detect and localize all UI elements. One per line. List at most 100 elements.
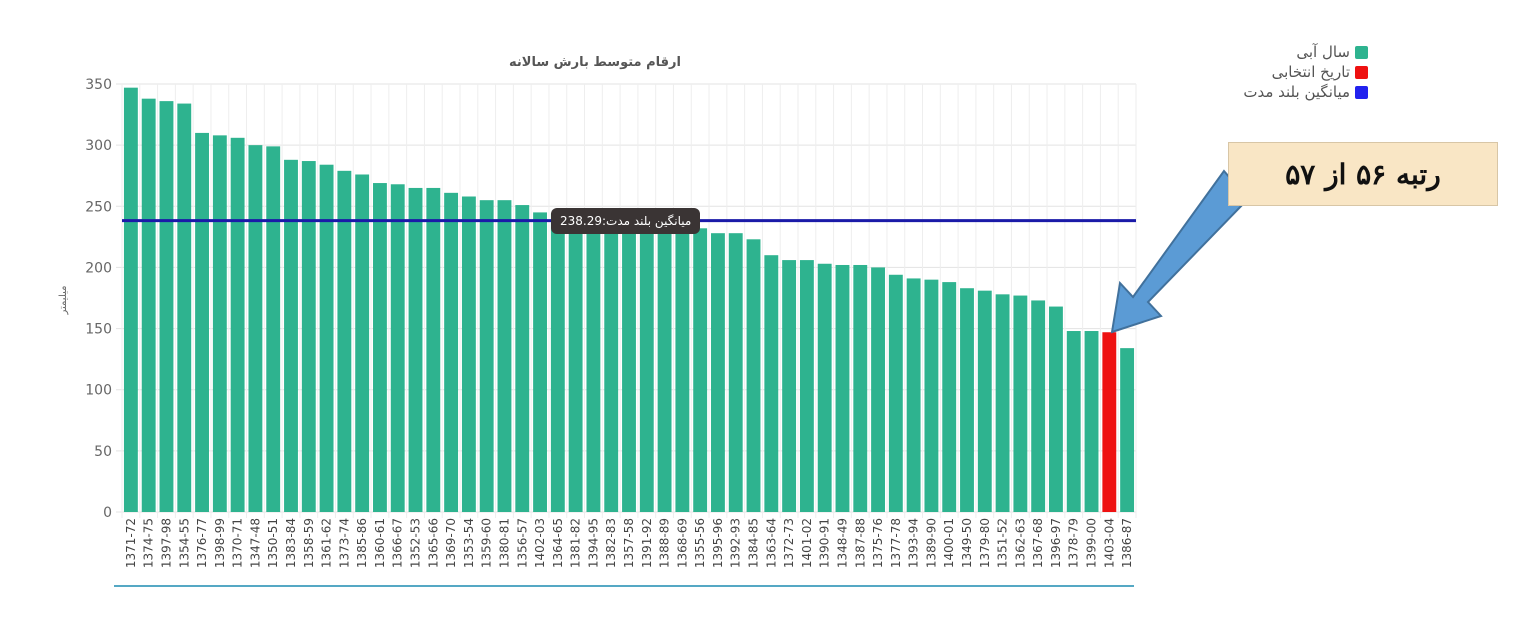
y-tick-label: 150 bbox=[85, 322, 112, 338]
bar-selected[interactable] bbox=[1102, 332, 1117, 512]
x-tick-label: 1401-02 bbox=[800, 518, 814, 568]
bar[interactable] bbox=[141, 98, 156, 512]
bar[interactable] bbox=[515, 205, 530, 512]
bar[interactable] bbox=[550, 213, 565, 512]
bar[interactable] bbox=[1066, 331, 1081, 512]
bar[interactable] bbox=[586, 216, 601, 512]
bar[interactable] bbox=[1031, 300, 1046, 512]
y-tick-label: 200 bbox=[85, 260, 112, 276]
bar[interactable] bbox=[568, 214, 583, 513]
bar[interactable] bbox=[390, 184, 405, 512]
bar[interactable] bbox=[1013, 295, 1028, 512]
x-tick-label: 1381-82 bbox=[569, 518, 583, 568]
bar[interactable] bbox=[782, 260, 797, 512]
x-tick-label: 1369-70 bbox=[444, 518, 458, 568]
bar[interactable] bbox=[995, 294, 1010, 512]
bar[interactable] bbox=[266, 146, 281, 512]
bar[interactable] bbox=[319, 164, 334, 513]
bar[interactable] bbox=[337, 170, 352, 512]
x-tick-label: 1394-95 bbox=[586, 518, 600, 568]
bar[interactable] bbox=[159, 101, 174, 513]
bar[interactable] bbox=[888, 274, 903, 512]
bar[interactable] bbox=[835, 264, 850, 512]
x-tick-label: 1354-55 bbox=[177, 518, 191, 568]
legend-label: میانگین بلند مدت bbox=[1243, 83, 1350, 101]
chart-title: ارقام متوسط بارش سالانه bbox=[509, 55, 681, 70]
bar[interactable] bbox=[977, 290, 992, 512]
y-axis-label: میلیمتر bbox=[58, 285, 69, 315]
legend-label: تاریخ انتخابی bbox=[1271, 63, 1350, 81]
bar[interactable] bbox=[853, 264, 868, 512]
x-tick-label: 1389-90 bbox=[924, 518, 938, 568]
bar[interactable] bbox=[479, 200, 494, 512]
x-tick-label: 1353-54 bbox=[462, 518, 476, 568]
x-tick-label: 1364-65 bbox=[551, 518, 565, 568]
x-tick-label: 1377-78 bbox=[889, 518, 903, 568]
x-tick-label: 1365-66 bbox=[426, 518, 440, 568]
bar[interactable] bbox=[1120, 348, 1135, 512]
bar[interactable] bbox=[764, 255, 779, 512]
x-tick-label: 1375-76 bbox=[871, 518, 885, 568]
x-tick-label: 1393-94 bbox=[907, 518, 921, 568]
x-tick-label: 1348-49 bbox=[835, 518, 849, 568]
x-tick-label: 1374-75 bbox=[142, 518, 156, 568]
bar[interactable] bbox=[284, 159, 298, 512]
bar[interactable] bbox=[942, 282, 957, 512]
x-tick-label: 1366-67 bbox=[391, 518, 405, 568]
bar[interactable] bbox=[444, 192, 459, 512]
x-tick-label: 1370-71 bbox=[231, 518, 245, 568]
bar[interactable] bbox=[657, 224, 672, 512]
x-tick-label: 1383-84 bbox=[284, 518, 298, 568]
bar[interactable] bbox=[817, 263, 832, 512]
x-tick-label: 1351-52 bbox=[996, 518, 1010, 568]
bar[interactable] bbox=[177, 103, 192, 513]
bar[interactable] bbox=[960, 288, 974, 512]
bar[interactable] bbox=[906, 278, 921, 512]
legend-item-water-year: سال آبی bbox=[1243, 42, 1368, 62]
bar[interactable] bbox=[355, 174, 370, 512]
x-tick-label: 1385-86 bbox=[355, 518, 369, 568]
y-tick-label: 300 bbox=[85, 138, 112, 154]
bar[interactable] bbox=[461, 196, 476, 512]
x-tick-label: 1355-56 bbox=[693, 518, 707, 568]
x-tick-label: 1391-92 bbox=[640, 518, 654, 568]
bar[interactable] bbox=[301, 161, 316, 513]
bar[interactable] bbox=[711, 233, 725, 512]
bar[interactable] bbox=[230, 137, 245, 512]
bar[interactable] bbox=[871, 267, 885, 512]
bar[interactable] bbox=[1049, 306, 1063, 512]
x-tick-label: 1350-51 bbox=[266, 518, 280, 568]
x-tick-label: 1360-61 bbox=[373, 518, 387, 568]
y-tick-label: 250 bbox=[85, 199, 112, 215]
bar[interactable] bbox=[373, 183, 387, 512]
x-tick-label: 1396-97 bbox=[1049, 518, 1063, 568]
bar[interactable] bbox=[195, 132, 209, 512]
bar[interactable] bbox=[533, 212, 547, 512]
x-tick-label: 1397-98 bbox=[159, 518, 173, 568]
x-tick-label: 1390-91 bbox=[818, 518, 832, 568]
bar[interactable] bbox=[497, 200, 512, 512]
bar[interactable] bbox=[622, 219, 636, 513]
x-tick-label: 1388-89 bbox=[658, 518, 672, 568]
x-tick-label: 1357-58 bbox=[622, 518, 636, 568]
bar[interactable] bbox=[123, 87, 138, 512]
x-tick-label: 1378-79 bbox=[1067, 518, 1081, 568]
bar[interactable] bbox=[799, 260, 814, 512]
bar[interactable] bbox=[675, 225, 690, 512]
bar[interactable] bbox=[1084, 331, 1099, 512]
legend-swatch-icon bbox=[1355, 45, 1368, 59]
bar[interactable] bbox=[248, 145, 263, 512]
bar[interactable] bbox=[728, 233, 743, 512]
bar[interactable] bbox=[212, 135, 227, 513]
bar[interactable] bbox=[604, 218, 619, 512]
bar[interactable] bbox=[693, 228, 708, 512]
rank-callout: رتبه ۵۶ از ۵۷ bbox=[1228, 142, 1498, 206]
x-tick-label: 1386-87 bbox=[1120, 518, 1134, 568]
bar[interactable] bbox=[639, 223, 654, 513]
bar[interactable] bbox=[746, 239, 761, 512]
y-tick-label: 0 bbox=[103, 505, 112, 521]
bar[interactable] bbox=[924, 279, 939, 512]
bar[interactable] bbox=[426, 187, 441, 512]
bar[interactable] bbox=[408, 187, 423, 512]
